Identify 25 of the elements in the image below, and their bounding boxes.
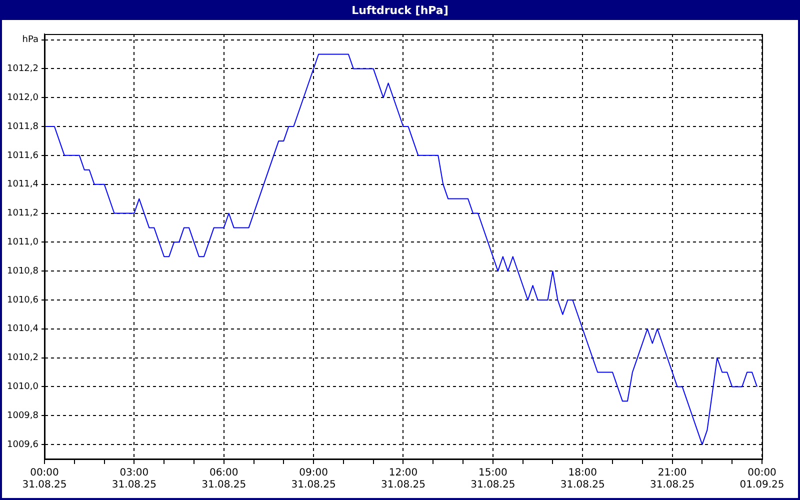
x-tick-label: 03:00 31.08.25 [112,468,156,491]
y-tick-label: 1010,4 [6,324,39,334]
x-tick-label: 12:00 31.08.25 [380,468,426,491]
x-tick-label: 18:00 31.08.25 [560,468,605,491]
x-tick-label: 15:00 31.08.25 [470,468,516,491]
y-tick-label: 1009,6 [6,440,39,450]
x-tick-label: 21:00 31.08.25 [650,468,695,491]
y-tick-label: 1011,0 [6,238,39,248]
y-tick-label: 1010,2 [6,353,38,364]
y-tick-label: 1010,0 [6,382,39,392]
y-tick-label: 1010,6 [6,295,39,306]
y-tick-label: 1009,8 [6,410,39,421]
y-tick-label: 1011,4 [6,180,39,190]
y-tick-label: 1011,2 [6,208,38,219]
y-tick-label: 1010,8 [6,266,39,276]
y-tick-label: 1011,6 [6,150,39,161]
y-tick-label: hPa [22,35,38,46]
chart-title: Luftdruck [hPa] [2,2,798,20]
x-tick-label: 09:00 31.08.25 [291,468,336,491]
y-tick-label: 1011,8 [6,122,39,132]
y-tick-label: 1012,2 [6,64,38,74]
x-tick-label: 00:00 01.09.25 [740,468,784,491]
x-tick-label: 06:00 31.08.25 [202,468,246,491]
y-tick-label: 1012,0 [6,92,39,103]
x-tick-label: 00:00 31.08.25 [22,468,67,491]
